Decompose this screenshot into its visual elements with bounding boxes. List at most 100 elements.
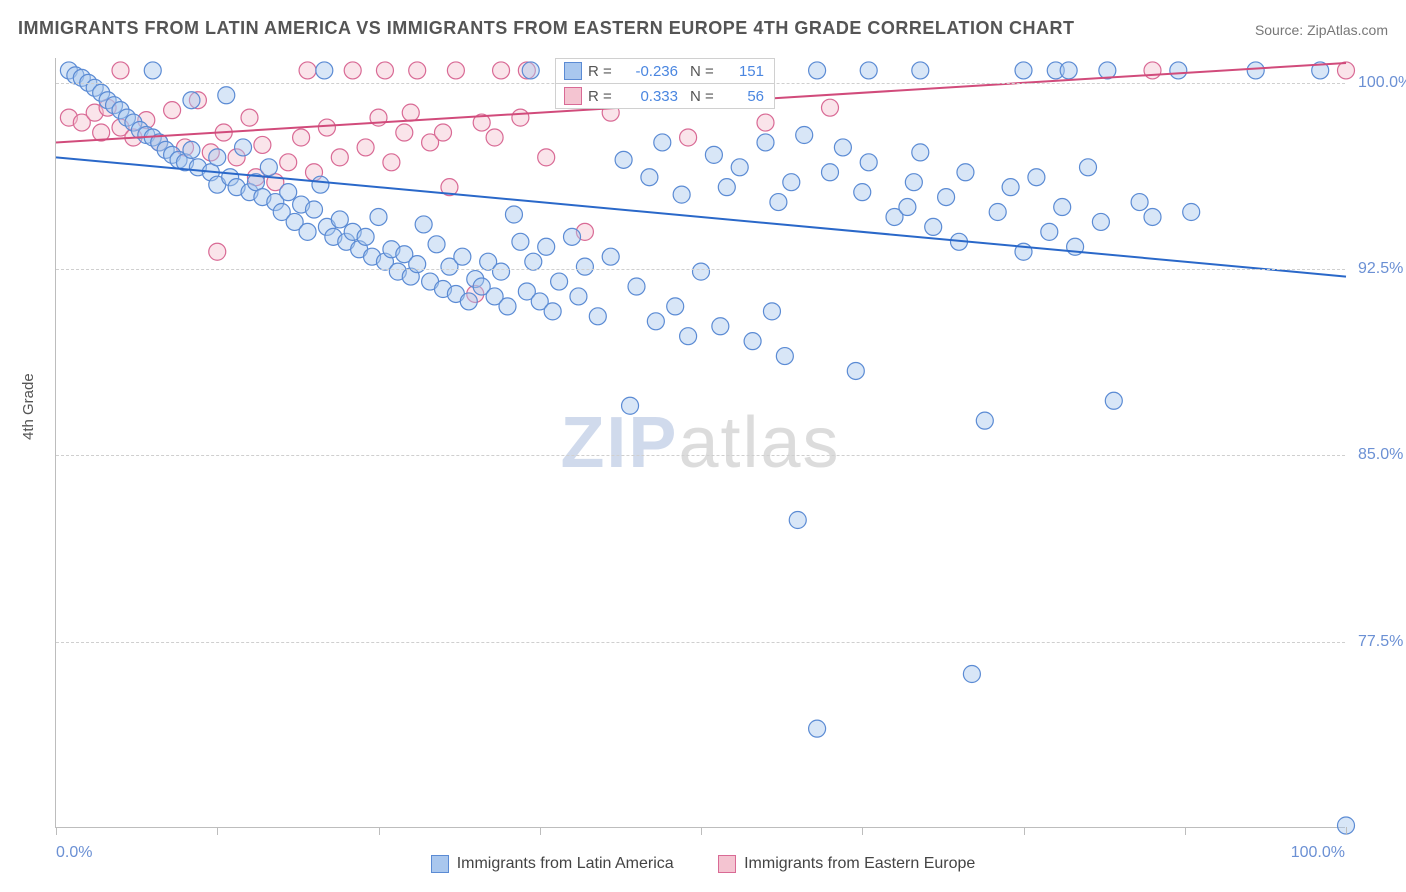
y-gridline	[56, 642, 1345, 643]
scatter-point	[435, 124, 452, 141]
n-label: N =	[690, 63, 724, 80]
scatter-point	[318, 119, 335, 136]
series-label-0: Immigrants from Latin America	[457, 855, 674, 873]
scatter-point	[112, 62, 129, 79]
scatter-point	[834, 139, 851, 156]
scatter-point	[602, 248, 619, 265]
scatter-point	[744, 333, 761, 350]
scatter-point	[1170, 62, 1187, 79]
scatter-point	[493, 62, 510, 79]
scatter-point	[1060, 62, 1077, 79]
scatter-point	[1105, 392, 1122, 409]
scatter-point	[809, 720, 826, 737]
series-legend: Immigrants from Latin America Immigrants…	[0, 855, 1406, 878]
scatter-point	[447, 62, 464, 79]
scatter-point	[235, 139, 252, 156]
scatter-point	[647, 313, 664, 330]
scatter-point	[376, 62, 393, 79]
scatter-point	[564, 228, 581, 245]
scatter-point	[183, 92, 200, 109]
scatter-point	[1144, 62, 1161, 79]
scatter-point	[280, 184, 297, 201]
y-gridline	[56, 455, 1345, 456]
scatter-point	[383, 154, 400, 171]
scatter-point	[538, 149, 555, 166]
scatter-point	[589, 308, 606, 325]
scatter-point	[209, 243, 226, 260]
scatter-point	[299, 62, 316, 79]
r-label: R =	[588, 88, 616, 105]
scatter-point	[796, 127, 813, 144]
x-tick	[56, 827, 57, 835]
scatter-point	[409, 62, 426, 79]
scatter-point	[522, 62, 539, 79]
scatter-point	[551, 273, 568, 290]
correlation-legend-row: R = -0.236 N = 151	[556, 59, 774, 84]
scatter-point	[299, 223, 316, 240]
scatter-point	[628, 278, 645, 295]
scatter-point	[822, 99, 839, 116]
scatter-point	[331, 211, 348, 228]
legend-swatch-series-1	[564, 87, 582, 105]
scatter-point	[860, 62, 877, 79]
scatter-point	[860, 154, 877, 171]
chart-title: IMMIGRANTS FROM LATIN AMERICA VS IMMIGRA…	[18, 18, 1074, 39]
scatter-point	[183, 141, 200, 158]
series-legend-item-0: Immigrants from Latin America	[431, 855, 674, 873]
scatter-point	[776, 348, 793, 365]
n-value-0: 151	[730, 63, 764, 80]
scatter-point	[344, 62, 361, 79]
scatter-point	[705, 146, 722, 163]
scatter-point	[673, 186, 690, 203]
scatter-point	[757, 114, 774, 131]
scatter-point	[712, 318, 729, 335]
correlation-legend: R = -0.236 N = 151 R = 0.333 N = 56	[555, 58, 775, 109]
y-tick-label: 92.5%	[1358, 260, 1403, 278]
scatter-point	[957, 164, 974, 181]
scatter-point	[925, 218, 942, 235]
scatter-point	[544, 303, 561, 320]
plot-area: ZIPatlas 77.5%85.0%92.5%100.0%0.0%100.0%	[55, 58, 1345, 828]
scatter-point	[763, 303, 780, 320]
scatter-point	[905, 174, 922, 191]
scatter-point	[254, 136, 271, 153]
scatter-point	[757, 134, 774, 151]
scatter-point	[370, 208, 387, 225]
scatter-point	[396, 124, 413, 141]
scatter-point	[260, 159, 277, 176]
series-legend-item-1: Immigrants from Eastern Europe	[718, 855, 975, 873]
x-tick	[1024, 827, 1025, 835]
scatter-point	[667, 298, 684, 315]
scatter-point	[293, 129, 310, 146]
source-attribution: Source: ZipAtlas.com	[1255, 22, 1388, 38]
scatter-point	[783, 174, 800, 191]
scatter-point	[570, 288, 587, 305]
scatter-point	[357, 228, 374, 245]
scatter-point	[938, 189, 955, 206]
scatter-point	[164, 102, 181, 119]
scatter-point	[770, 194, 787, 211]
scatter-point	[312, 176, 329, 193]
scatter-point	[989, 204, 1006, 221]
scatter-point	[615, 151, 632, 168]
x-tick	[379, 827, 380, 835]
x-tick	[1346, 827, 1347, 835]
scatter-point	[654, 134, 671, 151]
scatter-svg	[56, 58, 1346, 828]
scatter-point	[1092, 213, 1109, 230]
scatter-point	[493, 263, 510, 280]
scatter-point	[847, 362, 864, 379]
scatter-point	[241, 109, 258, 126]
scatter-point	[1131, 194, 1148, 211]
r-value-1: 0.333	[622, 88, 678, 105]
scatter-point	[357, 139, 374, 156]
y-axis-title: 4th Grade	[20, 373, 37, 440]
scatter-point	[1041, 223, 1058, 240]
scatter-point	[976, 412, 993, 429]
y-tick-label: 100.0%	[1358, 74, 1406, 92]
scatter-point	[718, 179, 735, 196]
scatter-point	[1028, 169, 1045, 186]
scatter-point	[1338, 62, 1355, 79]
scatter-point	[899, 199, 916, 216]
x-tick	[862, 827, 863, 835]
